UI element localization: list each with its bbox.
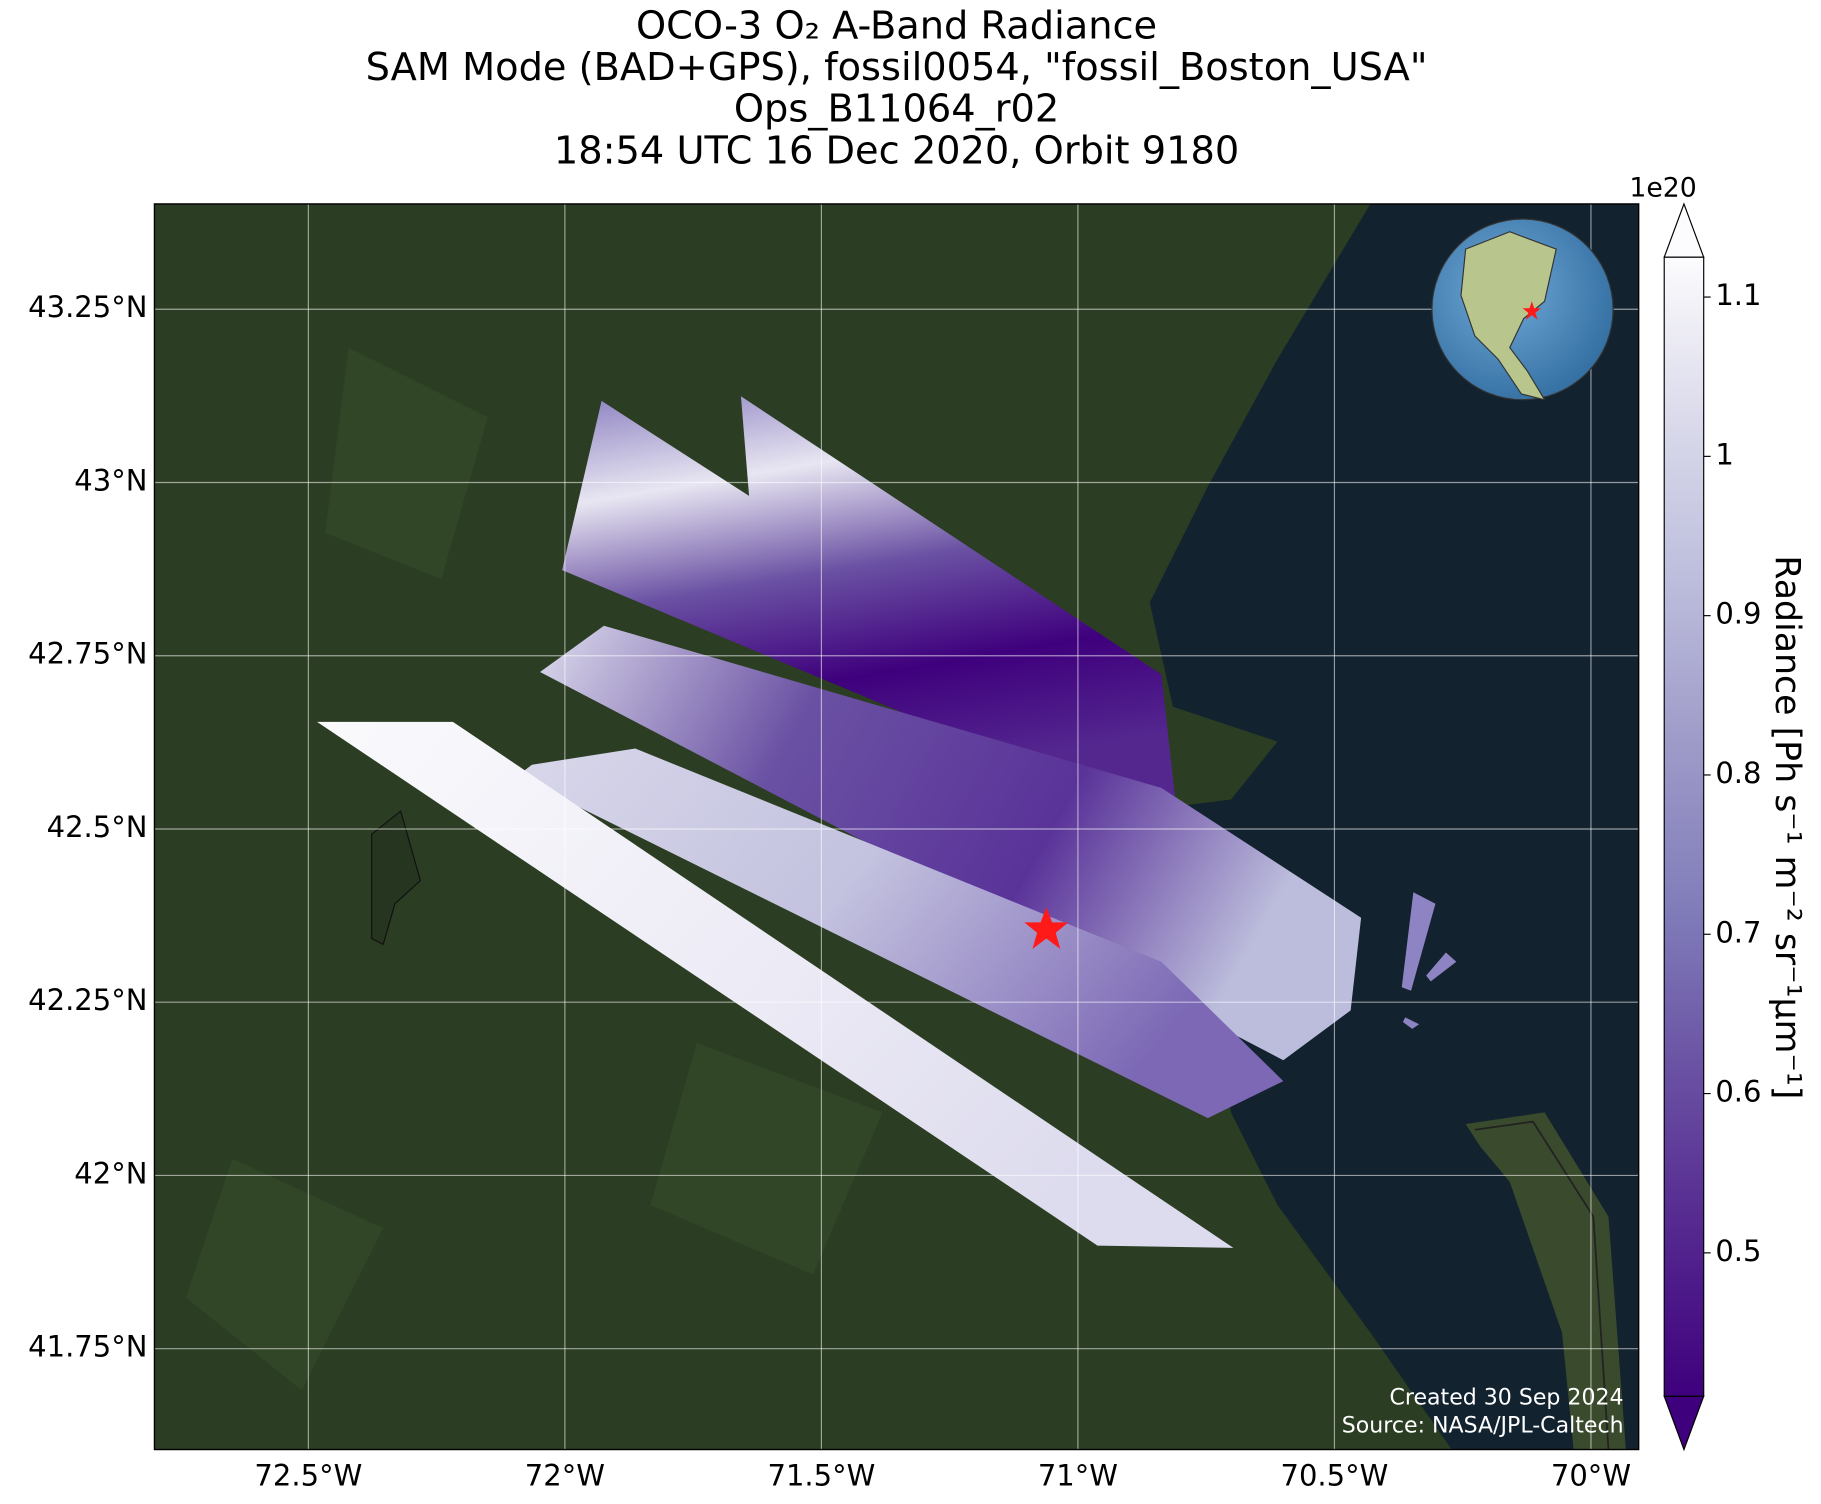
coastline [1474, 1120, 1610, 1450]
swath [317, 721, 1234, 1248]
title-line: OCO-3 O₂ A-Band Radiance [636, 3, 1157, 48]
colorbar: 0.5 0.6 0.7 0.8 0.9 1 1.1 1e20 Radiance [Ph s⁻¹ … [1629, 172, 1807, 1452]
title-line: SAM Mode (BAD+GPS), fossil0054, "fossil_… [366, 45, 1428, 90]
x-tick-label: 70.5°W [1281, 1458, 1389, 1492]
y-tick-label: 42.75°N [28, 637, 147, 671]
cape-cod [1465, 1112, 1626, 1450]
colorbar-tick-label: 1.1 [1715, 278, 1761, 312]
x-tick-label: 71°W [1038, 1458, 1118, 1492]
colorbar-tick-label: 0.8 [1715, 756, 1761, 790]
colorbar-tick-label: 0.5 [1715, 1234, 1761, 1268]
x-tick-label: 71.5°W [767, 1458, 875, 1492]
colorbar-extend-bottom [1663, 1395, 1705, 1452]
title-line: 18:54 UTC 16 Dec 2020, Orbit 9180 [554, 128, 1239, 173]
colorbar-scale [1663, 256, 1705, 1397]
globe-land [1460, 231, 1557, 401]
swath [540, 625, 1362, 1061]
x-tick-label: 70°W [1551, 1458, 1631, 1492]
swath [562, 396, 1176, 812]
colorbar-tick-label: 0.7 [1715, 915, 1761, 949]
swath [1402, 1017, 1420, 1029]
axes: 72.5°W 72°W 71.5°W 71°W 70.5°W 70°W 41.75°N 42°… [28, 290, 1631, 1492]
y-tick-label: 41.75°N [28, 1330, 147, 1364]
colorbar-tick-label: 0.9 [1715, 597, 1761, 631]
colorbar-exponent: 1e20 [1629, 172, 1696, 203]
colorbar-tick-label: 1 [1715, 437, 1733, 471]
colorbar-tick-label: 0.6 [1715, 1075, 1761, 1109]
y-tick-label: 42.25°N [28, 983, 147, 1017]
lake [371, 810, 422, 946]
swath [516, 748, 1284, 1119]
terrain [185, 347, 883, 1391]
colorbar-label: Radiance [Ph s⁻¹ m⁻² sr⁻¹μm⁻¹] [1767, 555, 1807, 1099]
credit: Created 30 Sep 2024 [1389, 1386, 1623, 1411]
y-tick-label: 43.25°N [28, 290, 147, 324]
title-line: Ops_B11064_r02 [734, 87, 1059, 132]
x-tick-label: 72.5°W [254, 1458, 362, 1492]
y-tick-label: 42.5°N [47, 810, 148, 844]
swath [1426, 952, 1457, 982]
globe-star [1522, 301, 1542, 320]
y-tick-label: 43°N [74, 464, 147, 498]
y-tick-label: 42°N [74, 1156, 147, 1190]
swath [1401, 892, 1436, 991]
grid [154, 203, 1639, 1450]
target-star [1024, 907, 1069, 949]
map-frame [153, 203, 1640, 1451]
credit: Source: NASA/JPL-Caltech [1342, 1413, 1624, 1438]
colorbar-extend-top [1663, 202, 1705, 258]
x-tick-label: 72°W [525, 1458, 605, 1492]
